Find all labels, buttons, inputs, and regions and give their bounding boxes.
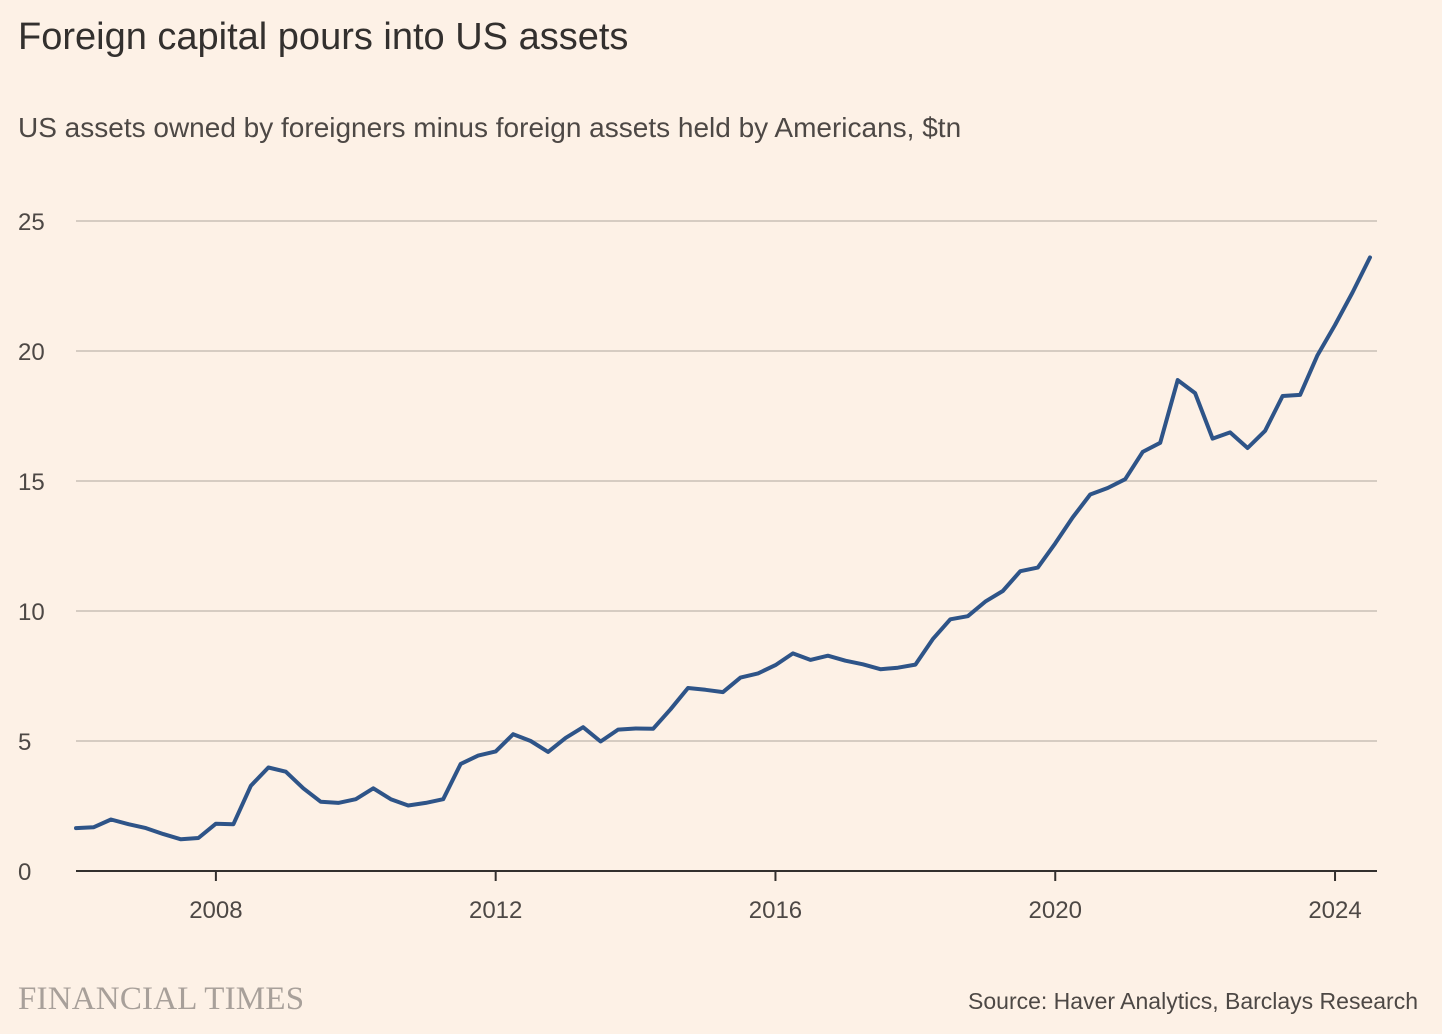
chart-title: Foreign capital pours into US assets	[18, 16, 629, 58]
x-tick-label: 2012	[469, 897, 522, 924]
x-tick-label: 2016	[749, 897, 802, 924]
brand-logo: FINANCIAL TIMES	[18, 981, 305, 1017]
y-tick-label: 25	[18, 209, 45, 236]
x-tick-label: 2020	[1029, 897, 1082, 924]
y-tick-label: 10	[18, 599, 45, 626]
source-note: Source: Haver Analytics, Barclays Resear…	[968, 988, 1418, 1014]
line-chart: 0 5 10 15 20 25 2008 2012 2016 2020 2024	[18, 209, 1377, 924]
series-line	[74, 255, 1372, 842]
y-tick-label: 20	[18, 339, 45, 366]
y-tick-label: 15	[18, 469, 45, 496]
y-tick-label: 0	[18, 859, 31, 886]
x-tick-label: 2024	[1308, 897, 1361, 924]
y-tick-label: 5	[18, 729, 31, 756]
chart-subtitle: US assets owned by foreigners minus fore…	[18, 112, 962, 143]
x-tick-label: 2008	[189, 897, 242, 924]
